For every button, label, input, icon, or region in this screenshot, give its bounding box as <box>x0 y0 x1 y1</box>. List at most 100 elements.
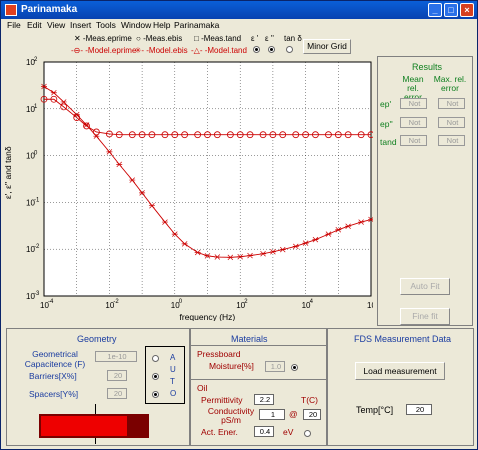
maximize-button[interactable]: □ <box>444 3 458 17</box>
data-point-circle <box>60 103 68 111</box>
menu-view[interactable]: View <box>47 20 66 30</box>
fds-temp-field[interactable]: 20 <box>406 404 432 415</box>
auto-letter-o: O <box>170 389 177 398</box>
triangle-line-icon: -△- <box>191 46 203 55</box>
y-tick-label: 10 <box>26 105 35 114</box>
x-tick-label: 10 <box>40 301 49 310</box>
geometry-sketch-barrier <box>41 416 127 436</box>
geometrical-capacitance-field[interactable]: 1e-10 <box>95 351 137 362</box>
oil-label: Oil <box>197 383 208 393</box>
spacers-label: Spacers[Y%] <box>29 389 79 399</box>
mean-error-header: Mean rel. error <box>402 74 424 102</box>
materials-divider-top <box>191 345 328 346</box>
dielectric-response-chart: 10-410-210010210410610-310-210-110010110… <box>3 57 373 321</box>
load-measurement-button[interactable]: Load measurement <box>355 362 445 380</box>
result-label-tand: tand <box>380 137 397 147</box>
conductivity-temp-field[interactable]: 20 <box>303 409 321 420</box>
y-tick-exponent: -2 <box>34 244 40 250</box>
spacers-field[interactable]: 20 <box>107 388 127 399</box>
menu-edit[interactable]: Edit <box>27 20 42 30</box>
materials-panel: Materials Pressboard Moisture[%] 1.0 Oil… <box>190 328 328 446</box>
data-point-circle <box>161 131 169 139</box>
radio-auto-spacers[interactable] <box>152 389 159 399</box>
result-max-ebis: Not <box>438 117 465 128</box>
results-title: Results <box>412 62 443 72</box>
at-symbol: @ <box>289 409 298 419</box>
data-point-circle <box>302 131 310 139</box>
data-point-circle <box>367 131 373 139</box>
moisture-label: Moisture[%] <box>209 361 254 371</box>
data-point-star <box>335 227 342 233</box>
menu-file[interactable]: File <box>7 20 21 30</box>
data-point-circle <box>204 131 211 139</box>
data-point-circle <box>292 131 300 139</box>
permittivity-field[interactable]: 2.2 <box>254 394 274 405</box>
barriers-label: Barriers[X%] <box>29 371 77 381</box>
x-tick-label: 10 <box>105 301 114 310</box>
data-point-star <box>325 231 332 237</box>
minimize-button[interactable]: _ <box>428 3 442 17</box>
data-point-circle <box>106 130 113 138</box>
selector-label-eprime: ε ' <box>251 34 259 43</box>
window-title: Parinamaka <box>21 4 78 15</box>
data-point-circle <box>50 95 58 103</box>
auto-group: A U T O <box>145 346 185 404</box>
menu-tools[interactable]: Tools <box>96 20 116 30</box>
y-tick-label: 10 <box>26 245 35 254</box>
conductivity-field[interactable]: 1 <box>259 409 285 420</box>
x-tick-label: 10 <box>171 301 180 310</box>
minor-grid-button[interactable]: Minor Grid <box>303 39 351 54</box>
auto-fit-button[interactable]: Auto Fit <box>400 278 450 295</box>
radio-tand[interactable] <box>286 45 293 54</box>
auto-letter-a: A <box>170 353 176 362</box>
y-tick-label: 10 <box>26 58 35 67</box>
radio-activation-energy[interactable] <box>304 428 311 438</box>
menu-help[interactable]: Help <box>153 20 171 30</box>
data-point-star <box>129 177 136 183</box>
data-point-circle <box>312 131 319 139</box>
data-point-star <box>139 190 146 196</box>
close-button[interactable]: × <box>460 3 474 17</box>
circle-line-icon: -⊖- <box>71 46 84 55</box>
activation-energy-field[interactable]: 0.4 <box>254 426 274 437</box>
data-point-circle <box>325 131 332 139</box>
app-icon <box>5 4 17 16</box>
menu-parinamaka[interactable]: Parinamaka <box>174 20 220 30</box>
radio-moisture[interactable] <box>291 362 298 372</box>
auto-letter-u: U <box>170 365 176 374</box>
legend-model-eprime: -⊖- -Model.eprime <box>71 46 137 55</box>
data-point-circle <box>344 131 352 139</box>
data-point-star <box>106 149 113 155</box>
fine-fit-button[interactable]: Fine fit <box>400 308 450 325</box>
data-point-star <box>161 219 168 225</box>
menu-insert[interactable]: Insert <box>70 20 92 30</box>
menu-bar: File Edit View Insert Tools Window Help … <box>1 19 477 32</box>
result-mean-ebis: Not <box>400 117 427 128</box>
radio-auto-barriers[interactable] <box>152 371 159 381</box>
activation-energy-label: Act. Ener. <box>201 427 238 437</box>
data-point-circle <box>194 131 202 139</box>
menu-window[interactable]: Window <box>121 20 152 30</box>
data-point-star <box>214 254 221 260</box>
radio-auto-capacitance[interactable] <box>152 353 159 363</box>
y-tick-label: 10 <box>26 152 35 161</box>
data-point-circle <box>213 131 221 139</box>
x-marker-icon: ✕ <box>74 34 81 43</box>
square-marker-icon: □ <box>194 34 199 43</box>
moisture-field[interactable]: 1.0 <box>265 361 285 372</box>
materials-divider-mid <box>191 379 328 380</box>
barriers-field[interactable]: 20 <box>107 370 127 381</box>
result-label-ebis: ep'' <box>380 119 393 129</box>
radio-ebis[interactable] <box>268 45 275 54</box>
data-point-star <box>237 253 244 260</box>
selector-label-tand: tan δ <box>284 34 302 43</box>
data-point-star <box>368 216 373 223</box>
x-tick-exponent: -2 <box>113 299 119 305</box>
auto-letter-t: T <box>170 377 175 386</box>
fds-title: FDS Measurement Data <box>354 334 452 344</box>
ev-label: eV <box>283 427 294 437</box>
pressboard-label: Pressboard <box>197 349 241 359</box>
result-label-eprime: ep' <box>380 99 392 109</box>
radio-eprime[interactable] <box>253 45 260 54</box>
